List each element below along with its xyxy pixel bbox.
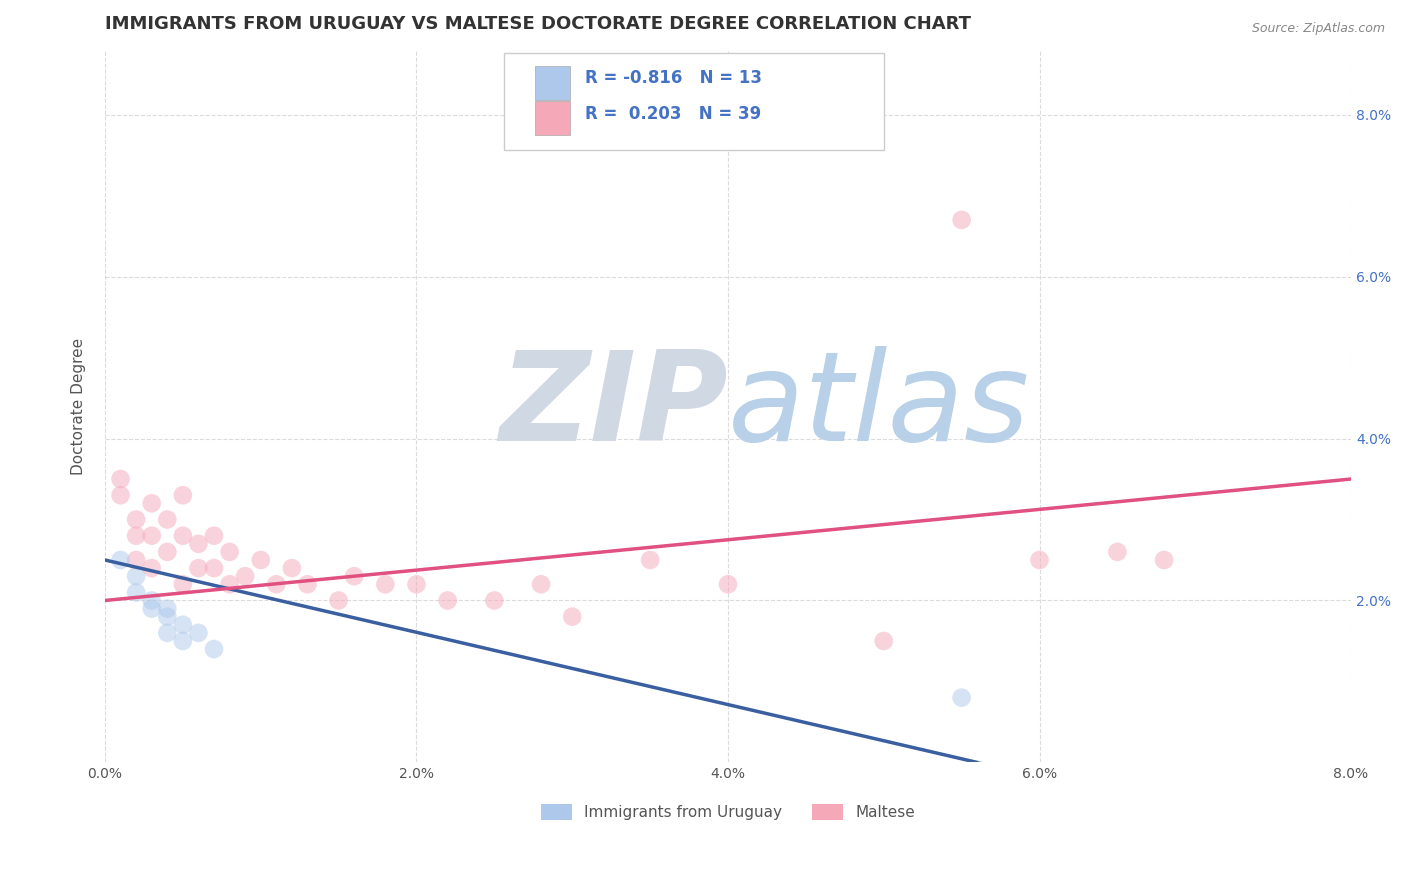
Point [1107,545,1129,559]
Point [125,529,148,543]
Point [156,601,179,615]
Point [141,593,163,607]
Point [125,512,148,526]
Point [218,577,240,591]
Text: IMMIGRANTS FROM URUGUAY VS MALTESE DOCTORATE DEGREE CORRELATION CHART: IMMIGRANTS FROM URUGUAY VS MALTESE DOCTO… [105,15,972,33]
Point [266,577,288,591]
Point [484,593,506,607]
Point [202,561,225,575]
Point [172,577,194,591]
Point [172,617,194,632]
Point [141,529,163,543]
Point [530,577,553,591]
Point [950,690,973,705]
Point [156,625,179,640]
FancyBboxPatch shape [503,54,884,150]
Point [187,625,209,640]
FancyBboxPatch shape [534,65,569,100]
Point [218,545,240,559]
Point [141,601,163,615]
Point [374,577,396,591]
Point [110,488,132,502]
Point [249,553,271,567]
Point [717,577,740,591]
Point [343,569,366,583]
Point [638,553,661,567]
Text: R =  0.203   N = 39: R = 0.203 N = 39 [585,105,761,123]
Point [281,561,304,575]
Point [297,577,319,591]
Point [1028,553,1050,567]
Point [156,609,179,624]
Point [125,553,148,567]
Text: Source: ZipAtlas.com: Source: ZipAtlas.com [1251,22,1385,36]
Point [141,496,163,510]
Point [561,609,583,624]
Point [110,472,132,486]
Point [141,561,163,575]
Text: ZIP: ZIP [499,345,728,467]
Point [202,529,225,543]
Point [172,529,194,543]
Text: atlas: atlas [728,345,1031,467]
Point [172,634,194,648]
Point [156,512,179,526]
Point [328,593,350,607]
Point [950,213,973,227]
Text: R = -0.816   N = 13: R = -0.816 N = 13 [585,70,762,87]
Point [110,553,132,567]
Point [125,569,148,583]
Point [873,634,896,648]
Point [436,593,458,607]
FancyBboxPatch shape [534,101,569,136]
Point [405,577,427,591]
Point [156,545,179,559]
Point [233,569,256,583]
Point [187,537,209,551]
Point [125,585,148,599]
Point [172,488,194,502]
Legend: Immigrants from Uruguay, Maltese: Immigrants from Uruguay, Maltese [534,797,921,826]
Point [1153,553,1175,567]
Point [202,642,225,657]
Y-axis label: Doctorate Degree: Doctorate Degree [72,337,86,475]
Point [187,561,209,575]
